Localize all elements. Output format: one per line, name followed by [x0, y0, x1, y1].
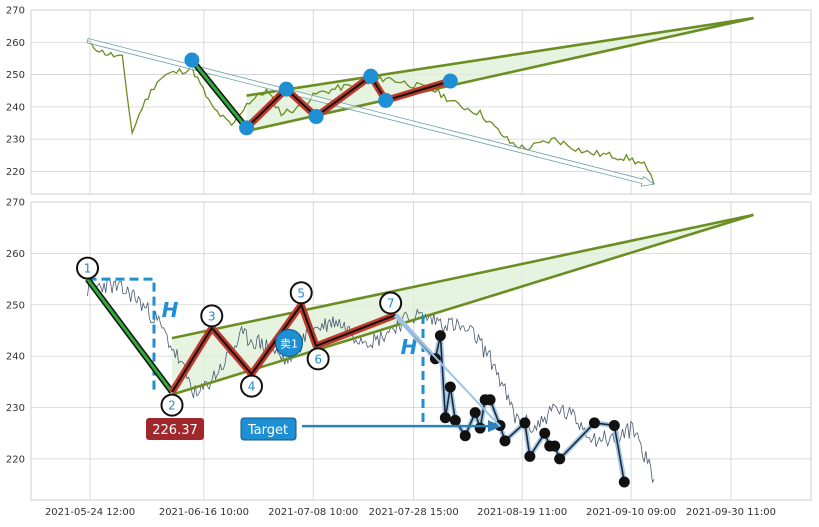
zigzag-point: [608, 420, 620, 431]
panel-frame: [30, 201, 812, 501]
pattern-point-7: [442, 73, 458, 89]
zigzag-point: [554, 453, 566, 465]
x-tick-label: 2021-06-16 10:00: [159, 507, 249, 518]
height-measure-left: [87, 277, 156, 393]
pattern-point-5: [363, 68, 379, 84]
x-tick-label: 2021-07-08 10:00: [268, 507, 358, 518]
pattern-point-label-6: 6: [314, 352, 322, 366]
x-tick-label: 2021-08-19 11:00: [477, 507, 567, 518]
pattern-point-label-4: 4: [248, 380, 256, 394]
pattern-point-circle-7: [379, 291, 403, 315]
pattern-point-circle-4: [240, 374, 264, 398]
zigzag-line: [395, 314, 626, 483]
target-price-label: 226.37: [152, 423, 198, 438]
leg-1-2: [190, 59, 248, 129]
zigzag-point: [469, 407, 481, 419]
price-line: [87, 277, 655, 484]
y-tick-label: 260: [6, 38, 25, 49]
zigzag-point: [444, 381, 456, 393]
trend-line-upper: [171, 213, 754, 340]
pattern-point-label-2: 2: [168, 399, 176, 413]
zigzag-point: [618, 476, 630, 488]
pattern-point-label-3: 3: [208, 309, 216, 323]
y-tick-label: 270: [6, 6, 25, 17]
trend-line-upper: [246, 16, 754, 97]
leg-1-2: [86, 278, 174, 394]
zigzag-point: [499, 435, 511, 447]
pattern-point-label-1: 1: [84, 262, 92, 276]
sell-marker-label: 卖1: [280, 338, 298, 351]
zigzag-point: [524, 450, 536, 462]
trend-line-lower: [246, 16, 754, 133]
y-tick-label: 240: [6, 102, 25, 113]
height-label-left: H: [162, 298, 179, 322]
y-tick-label: 220: [6, 167, 25, 178]
y-tick-label: 230: [6, 403, 25, 414]
y-tick-label: 250: [6, 300, 25, 311]
y-tick-label: 270: [6, 198, 25, 209]
y-tick-label: 220: [6, 454, 25, 465]
pattern-point-circle-3: [200, 304, 224, 328]
zigzag-point: [484, 394, 496, 406]
pattern-point-1: [184, 52, 200, 68]
pattern-point-circle-1: [76, 256, 100, 280]
x-tick-label: 2021-07-28 15:00: [369, 507, 459, 518]
x-tick-label: 2021-09-30 11:00: [686, 507, 776, 518]
target-box: [240, 417, 297, 441]
pattern-point-3: [278, 81, 294, 97]
sell-marker: [275, 329, 303, 357]
breakout-arrow: [394, 314, 501, 427]
zigzag-point: [588, 417, 600, 429]
zigzag-point: [549, 440, 561, 452]
zigzag-point: [434, 330, 446, 342]
pattern-point-circle-2: [160, 393, 184, 417]
target-label: Target: [247, 423, 288, 438]
target-arrow-head: [488, 420, 502, 433]
pattern-point-2: [239, 120, 255, 136]
trend-line-lower: [171, 213, 754, 396]
y-tick-label: 260: [6, 249, 25, 260]
panel-frame: [30, 9, 812, 195]
zigzag-point: [519, 417, 531, 429]
pattern-point-label-7: 7: [387, 297, 395, 311]
x-tick-label: 2021-09-10 09:00: [586, 507, 676, 518]
pattern-point-circle-6: [306, 347, 330, 371]
y-tick-label: 230: [6, 135, 25, 146]
zigzag-point: [539, 427, 551, 439]
trend-arrow-down: [86, 38, 656, 187]
pattern-point-label-5: 5: [297, 286, 305, 300]
target-price-box: [146, 418, 204, 440]
zigzag-point: [459, 430, 471, 442]
pattern-point-4: [308, 109, 324, 125]
zigzag-point: [474, 422, 486, 434]
height-label-right: H: [401, 335, 418, 359]
pattern-zigzag: [245, 74, 451, 129]
x-tick-label: 2021-05-24 12:00: [45, 507, 135, 518]
y-tick-label: 250: [6, 70, 25, 81]
pattern-point-circle-5: [289, 281, 313, 305]
zigzag-point: [439, 412, 451, 424]
pattern-point-6: [378, 92, 394, 108]
y-tick-label: 240: [6, 352, 25, 363]
zigzag-point: [449, 414, 461, 426]
